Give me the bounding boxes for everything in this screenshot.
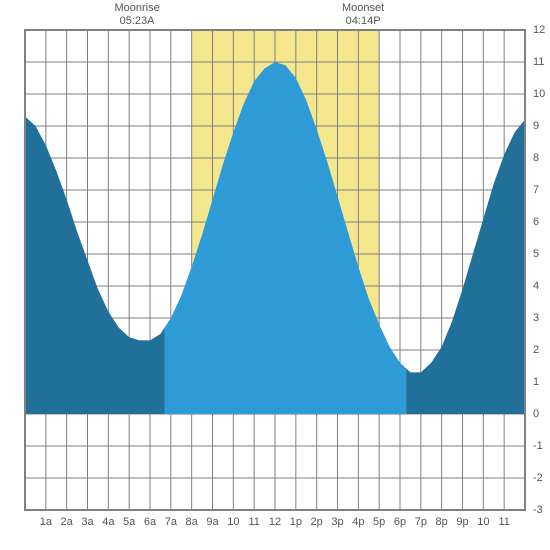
y-tick: -1 — [533, 440, 543, 452]
y-tick: 4 — [533, 280, 539, 292]
y-tick: 5 — [533, 248, 539, 260]
y-tick: 9 — [533, 120, 539, 132]
y-tick: 8 — [533, 152, 539, 164]
moonrise-label: Moonrise05:23A — [114, 2, 159, 28]
x-tick: 7a — [165, 516, 177, 528]
y-tick: 3 — [533, 312, 539, 324]
y-tick: 12 — [533, 24, 545, 36]
x-tick: 2p — [311, 516, 323, 528]
x-tick: 12 — [269, 516, 281, 528]
x-tick: 10 — [227, 516, 239, 528]
tide-chart: Moonrise05:23A Moonset04:14P 1a 2a 3a 4a 5a 6a 7… — [0, 0, 550, 550]
chart-svg — [0, 0, 550, 550]
x-tick: 8p — [436, 516, 448, 528]
x-tick: 1a — [40, 516, 52, 528]
y-tick: 10 — [533, 88, 545, 100]
y-tick: -3 — [533, 504, 543, 516]
x-tick: 2a — [61, 516, 73, 528]
x-tick: 6a — [144, 516, 156, 528]
x-tick: 3p — [331, 516, 343, 528]
x-tick: 6p — [394, 516, 406, 528]
y-tick: 6 — [533, 216, 539, 228]
y-tick: 2 — [533, 344, 539, 356]
x-tick: 1p — [290, 516, 302, 528]
x-tick: 4p — [352, 516, 364, 528]
x-tick: 7p — [415, 516, 427, 528]
x-tick: 5a — [123, 516, 135, 528]
y-tick: 1 — [533, 376, 539, 388]
x-tick: 11 — [248, 516, 259, 528]
x-tick: 9p — [456, 516, 468, 528]
y-tick: 11 — [533, 56, 544, 68]
y-tick: 0 — [533, 408, 539, 420]
x-tick: 4a — [102, 516, 114, 528]
moonset-label: Moonset04:14P — [342, 2, 384, 28]
y-tick: 7 — [533, 184, 539, 196]
x-tick: 9a — [206, 516, 218, 528]
x-tick: 5p — [373, 516, 385, 528]
x-tick: 8a — [186, 516, 198, 528]
x-tick: 3a — [81, 516, 93, 528]
x-tick: 11 — [498, 516, 509, 528]
y-tick: -2 — [533, 472, 543, 484]
x-tick: 10 — [477, 516, 489, 528]
